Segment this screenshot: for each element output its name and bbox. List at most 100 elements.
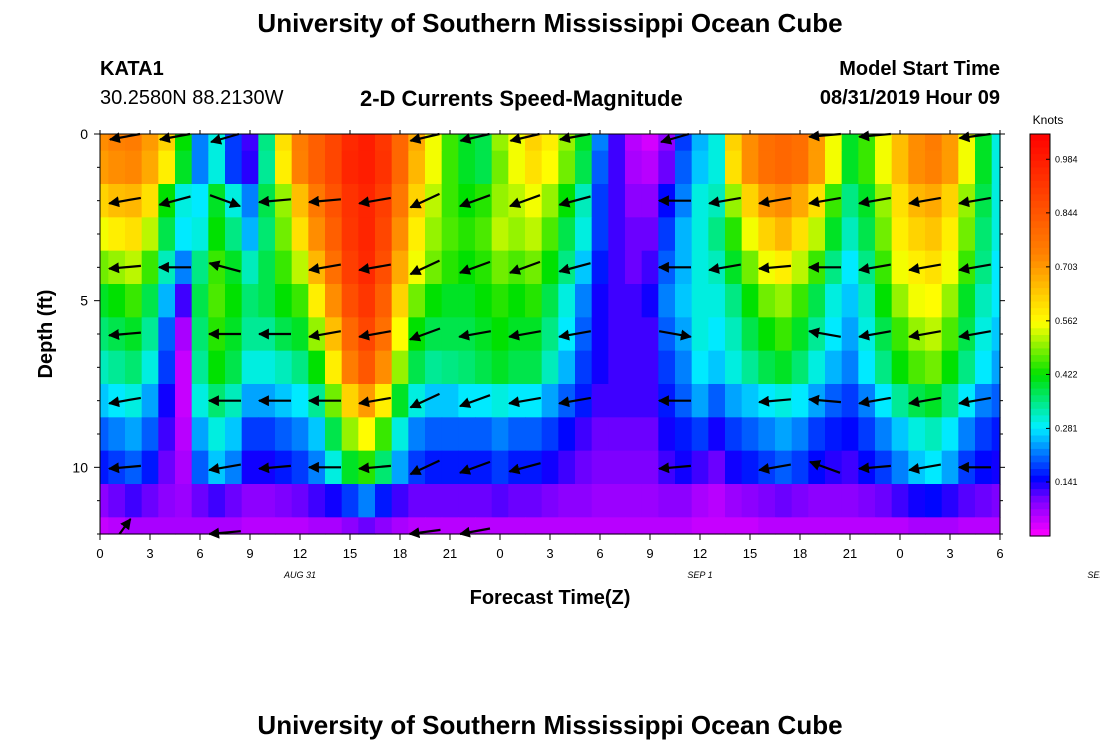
heatmap-cell	[175, 134, 193, 152]
heatmap-cell	[358, 284, 376, 318]
heatmap-cell	[875, 250, 893, 285]
heatmap-cell	[258, 484, 276, 518]
colorbar-band	[1030, 314, 1050, 323]
heatmap-cell	[975, 517, 993, 535]
heatmap-cell	[158, 150, 176, 185]
heatmap-cell	[775, 284, 793, 318]
current-vector	[458, 394, 491, 408]
heatmap-cell	[100, 284, 109, 318]
heatmap-cell	[125, 150, 143, 185]
current-vector	[108, 262, 141, 274]
heatmap-cell	[425, 450, 443, 485]
heatmap-cell	[975, 250, 993, 285]
heatmap-cell	[191, 217, 209, 252]
heatmap-cell	[341, 517, 359, 535]
heatmap-cell	[141, 517, 159, 535]
current-vector	[358, 262, 391, 274]
heatmap-cell	[941, 484, 959, 518]
colorbar-tick-label: 0.703	[1055, 262, 1078, 272]
heatmap-cell	[825, 150, 843, 185]
heatmap-cell	[925, 450, 943, 485]
heatmap-cell	[891, 350, 909, 385]
heatmap-cell	[508, 150, 526, 185]
heatmap-cell	[175, 484, 193, 518]
heatmap-cell	[908, 484, 926, 518]
heatmap-cell	[291, 250, 309, 285]
heatmap-cell	[125, 284, 143, 318]
heatmap-cell	[691, 150, 709, 185]
heatmap-cell	[225, 250, 243, 285]
heatmap-cell	[675, 284, 693, 318]
heatmap-cell	[375, 150, 393, 185]
heatmap-cell	[925, 317, 943, 352]
heatmap-cell	[308, 150, 326, 185]
colorbar-band	[1030, 221, 1050, 229]
heatmap-cell	[991, 134, 1001, 152]
colorbar-band	[1030, 341, 1050, 349]
heatmap-cell	[658, 517, 676, 535]
heatmap-cell	[241, 217, 259, 252]
heatmap-cell	[741, 250, 759, 285]
current-vector	[958, 262, 991, 274]
heatmap-cell	[425, 317, 443, 352]
heatmap-cell	[758, 517, 776, 535]
heatmap-cell	[375, 184, 393, 218]
current-vector	[858, 262, 891, 274]
heatmap-cell	[441, 150, 459, 185]
heatmap-cell	[658, 284, 676, 318]
heatmap-cell	[291, 184, 309, 218]
colorbar-band	[1030, 134, 1050, 142]
heatmap-cell	[991, 517, 1001, 535]
heatmap-cell	[241, 250, 259, 285]
heatmap-cell	[108, 150, 126, 185]
heatmap-cell	[508, 517, 526, 535]
heatmap-cell	[925, 150, 943, 185]
heatmap-cell	[391, 350, 409, 385]
heatmap-cell	[908, 517, 926, 535]
heatmap-cell	[358, 517, 376, 535]
colorbar-band	[1030, 428, 1050, 437]
heatmap-cell	[941, 417, 959, 452]
heatmap-cell	[308, 284, 326, 318]
heatmap-cell	[100, 317, 109, 352]
heatmap-cell	[158, 217, 176, 252]
heatmap-cell	[558, 350, 576, 385]
heatmap-cell	[908, 350, 926, 385]
heatmap-cell	[625, 150, 643, 185]
heatmap-cell	[425, 150, 443, 185]
heatmap-cell	[391, 417, 409, 452]
heatmap-cell	[341, 250, 359, 285]
heatmap-cell	[608, 317, 626, 352]
current-vector	[958, 131, 991, 143]
heatmap-cell	[875, 417, 893, 452]
heatmap-cell	[308, 217, 326, 252]
heatmap-cell	[525, 517, 543, 535]
heatmap-cell	[341, 484, 359, 518]
heatmap-cell	[508, 284, 526, 318]
heatmap-cell	[958, 284, 976, 318]
heatmap-cell	[941, 317, 959, 352]
heatmap-cell	[441, 184, 459, 218]
colorbar-band	[1030, 395, 1050, 403]
heatmap-cell	[341, 450, 359, 485]
heatmap-cell	[891, 384, 909, 418]
heatmap-cell	[975, 150, 993, 185]
heatmap-cell	[258, 250, 276, 285]
heatmap-cell	[491, 484, 509, 518]
heatmap-cell	[100, 184, 109, 218]
heatmap-cell	[275, 284, 293, 318]
heatmap-cell	[100, 517, 109, 535]
colorbar-band	[1030, 174, 1050, 182]
heatmap-cell	[225, 284, 243, 318]
heatmap-cell	[525, 350, 543, 385]
colorbar-tick-label: 0.141	[1055, 477, 1078, 487]
current-vector	[508, 260, 541, 275]
heatmap-cell	[458, 150, 476, 185]
heatmap-cell	[875, 134, 893, 152]
current-vector	[858, 396, 891, 408]
current-vector	[458, 460, 491, 475]
heatmap-cell	[641, 150, 659, 185]
heatmap-cell	[908, 417, 926, 452]
x-tick-label: 3	[546, 546, 553, 561]
heatmap-cell	[641, 450, 659, 485]
